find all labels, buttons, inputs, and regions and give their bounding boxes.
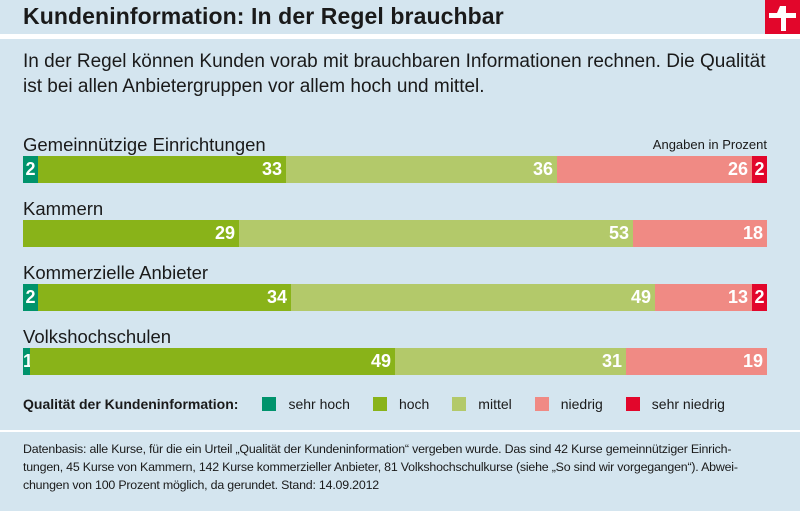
legend-swatch-icon xyxy=(534,397,549,411)
bar-segment-hoch: 34 xyxy=(38,284,291,311)
unit-note: Angaben in Prozent xyxy=(652,137,767,152)
bar-segment-niedrig: 19 xyxy=(626,348,767,375)
legend-swatch-icon xyxy=(452,397,467,411)
bar-segment-mittel: 31 xyxy=(395,348,626,375)
legend-label: mittel xyxy=(478,396,512,412)
footnote-line: tungen, 45 Kurse von Kammern, 142 Kurse … xyxy=(23,460,738,474)
legend-item: mittel xyxy=(452,396,512,412)
legend-item: niedrig xyxy=(534,396,603,412)
bar-row: 2 34 49 13 2 xyxy=(23,284,767,311)
bar-segment-mittel: 53 xyxy=(239,220,633,247)
bar-segment-hoch: 29 xyxy=(23,220,239,247)
bar-segment-hoch: 33 xyxy=(38,156,286,183)
bar-row: 2 33 36 26 2 xyxy=(23,156,767,183)
bar-segment-sehr-hoch: 2 xyxy=(23,284,38,311)
bar-segment-sehr-niedrig: 2 xyxy=(752,284,767,311)
bar-row: 29 53 18 xyxy=(23,220,767,247)
category-label: Kommerzielle Anbieter xyxy=(23,262,209,283)
legend-item: sehr hoch xyxy=(262,396,350,412)
legend-swatch-icon xyxy=(372,397,387,411)
footer-panel xyxy=(0,432,800,511)
legend-label: sehr niedrig xyxy=(651,396,725,412)
lead-text: In der Regel können Kunden vorab mit bra… xyxy=(23,51,766,97)
logo-glyph xyxy=(765,0,800,34)
legend-swatch-icon xyxy=(262,397,277,411)
category-label: Volkshochschulen xyxy=(23,326,172,347)
bar-segment-niedrig: 18 xyxy=(633,220,767,247)
footnote-line: chungen von 100 Prozent möglich, da geru… xyxy=(23,478,379,492)
legend: Qualität der Kundeninformation: sehr hoc… xyxy=(23,394,748,414)
bar-segment-mittel: 36 xyxy=(286,156,557,183)
stiftung-warentest-logo-icon xyxy=(765,0,800,34)
bar-segment-mittel: 49 xyxy=(291,284,655,311)
bar-segment-sehr-hoch: 2 xyxy=(23,156,38,183)
footnote-line: Datenbasis: alle Kurse, für die ein Urte… xyxy=(23,442,732,456)
legend-swatch-icon xyxy=(625,397,640,411)
bar-row: 1 49 31 19 xyxy=(23,348,767,375)
bar-segment-sehr-hoch: 1 xyxy=(23,348,30,375)
category-label: Gemeinnützige Einrichtungen xyxy=(23,134,266,155)
chart-title: Kundeninformation: In der Regel brauchba… xyxy=(23,3,504,29)
title-band xyxy=(0,0,785,34)
legend-title: Qualität der Kundeninformation: xyxy=(23,396,239,412)
legend-item: hoch xyxy=(372,396,430,412)
category-label: Kammern xyxy=(23,198,104,219)
bar-segment-hoch: 49 xyxy=(30,348,395,375)
legend-label: sehr hoch xyxy=(288,396,350,412)
legend-label: hoch xyxy=(398,396,430,412)
legend-label: niedrig xyxy=(560,396,603,412)
bar-segment-niedrig: 13 xyxy=(655,284,752,311)
legend-items: sehr hoch hoch mittel niedrig sehr niedrig xyxy=(262,396,747,412)
footnote: Datenbasis: alle Kurse, für die ein Urte… xyxy=(23,440,793,494)
bar-segment-sehr-niedrig: 2 xyxy=(752,156,767,183)
legend-item: sehr niedrig xyxy=(625,396,725,412)
bar-segment-niedrig: 26 xyxy=(557,156,752,183)
